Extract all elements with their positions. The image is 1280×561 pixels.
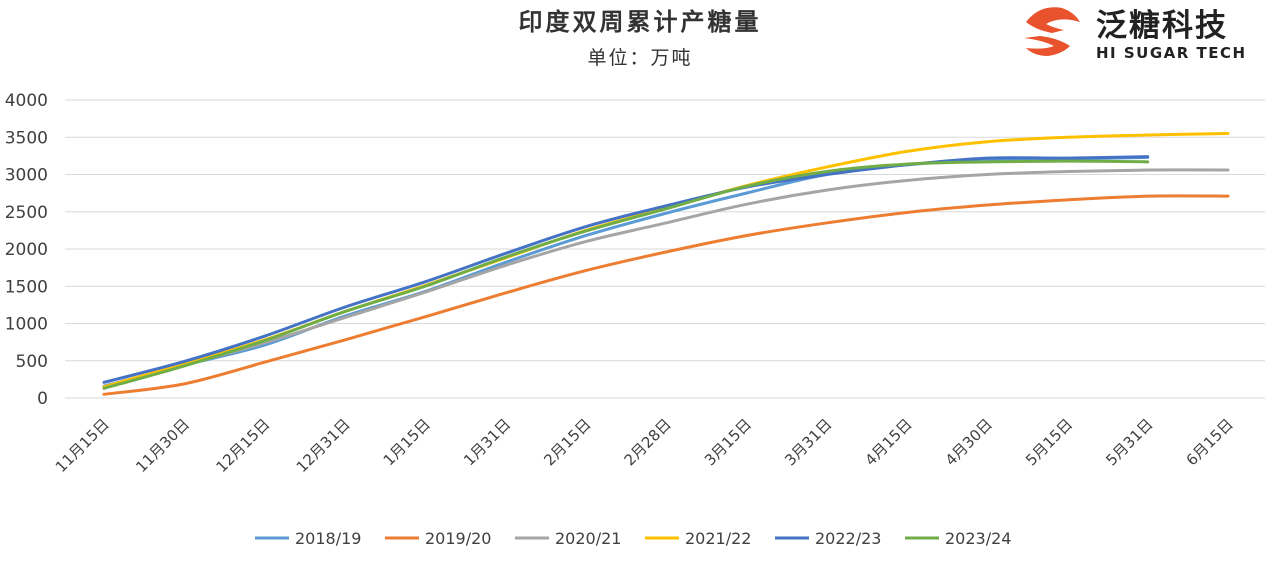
x-tick-label: 4月15日	[861, 415, 915, 469]
y-tick-label: 1500	[5, 277, 48, 297]
x-axis-ticks: 11月15日 11月30日 12月15日 12月31日 1月15日 1月31日 2月15日 2…	[52, 415, 1237, 476]
x-tick-label: 12月15日	[212, 415, 273, 476]
legend-item: 2022/23	[775, 529, 881, 548]
legend-item: 2018/19	[255, 529, 361, 548]
x-tick-label: 3月15日	[701, 415, 755, 469]
y-tick-label: 3500	[5, 128, 48, 148]
x-tick-label: 4月30日	[942, 415, 996, 469]
y-tick-label: 3000	[5, 166, 48, 186]
x-tick-label: 1月15日	[380, 415, 434, 469]
series-line-2018-19	[102, 155, 1150, 388]
y-tick-label: 500	[16, 352, 48, 372]
brand-mark-icon	[1024, 7, 1080, 56]
y-tick-label: 4000	[5, 91, 48, 111]
y-tick-label: 2000	[5, 240, 48, 260]
legend-item: 2020/21	[515, 529, 621, 548]
x-tick-label: 11月30日	[132, 415, 193, 476]
legend: 2018/19 2019/20 2020/21 2021/22 2022/23 2023/…	[255, 529, 1011, 548]
series-line-2023-24	[102, 159, 1150, 390]
x-tick-label: 6月15日	[1183, 415, 1237, 469]
grid-lines	[65, 99, 1265, 399]
legend-item: 2023/24	[905, 529, 1011, 548]
legend-label: 2021/22	[685, 529, 751, 548]
series-line-2019-20	[102, 194, 1230, 396]
x-tick-label: 2月15日	[540, 415, 594, 469]
brand-logo: 泛糖科技 HI SUGAR TECH	[1024, 7, 1247, 62]
legend-item: 2021/22	[645, 529, 751, 548]
legend-label: 2018/19	[295, 529, 361, 548]
y-tick-label: 2500	[5, 203, 48, 223]
chart-title: 印度双周累计产糖量	[519, 7, 762, 36]
x-tick-label: 12月31日	[293, 415, 354, 476]
legend-label: 2023/24	[945, 529, 1011, 548]
y-tick-label: 1000	[5, 315, 48, 335]
y-axis-ticks: 0 500 1000 1500 2000 2500 3000 3500 4000	[5, 91, 48, 409]
x-tick-label: 2月28日	[621, 415, 675, 469]
legend-label: 2022/23	[815, 529, 881, 548]
legend-label: 2020/21	[555, 529, 621, 548]
chart-subtitle: 单位：万吨	[587, 47, 692, 69]
x-tick-label: 3月31日	[781, 415, 835, 469]
series-line-2020-21	[102, 168, 1230, 390]
x-tick-label: 5月31日	[1102, 415, 1156, 469]
y-tick-label: 0	[37, 389, 48, 409]
series-line-2022-23	[102, 155, 1150, 384]
legend-label: 2019/20	[425, 529, 491, 548]
brand-name-cn: 泛糖科技	[1096, 8, 1228, 44]
legend-item: 2019/20	[385, 529, 491, 548]
brand-name-en: HI SUGAR TECH	[1096, 44, 1247, 62]
x-tick-label: 11月15日	[52, 415, 113, 476]
x-tick-label: 5月15日	[1022, 415, 1076, 469]
x-tick-label: 1月31日	[460, 415, 514, 469]
series-lines	[102, 132, 1230, 396]
